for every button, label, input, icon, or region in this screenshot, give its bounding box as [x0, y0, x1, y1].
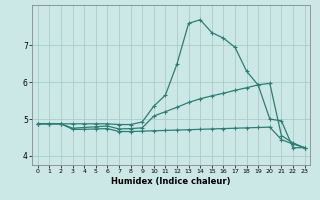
X-axis label: Humidex (Indice chaleur): Humidex (Indice chaleur): [111, 177, 231, 186]
